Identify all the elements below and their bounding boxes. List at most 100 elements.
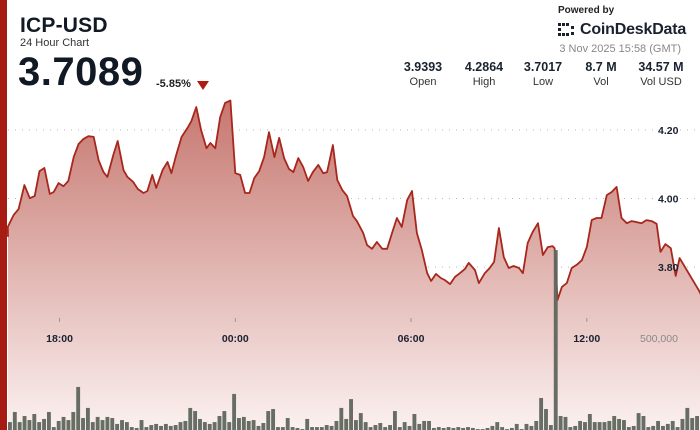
volume-bar: [392, 411, 397, 430]
volume-bar: [139, 420, 144, 430]
volume-bar: [115, 423, 120, 430]
volume-bar: [305, 418, 310, 430]
volume-bar: [646, 427, 651, 430]
volume-bar: [456, 427, 461, 430]
volume-axis-label: 500,000: [640, 333, 678, 345]
volume-bar: [534, 420, 539, 430]
volume-bar: [266, 411, 271, 430]
volume-bar: [339, 407, 344, 430]
volume-bar: [56, 420, 61, 430]
volume-bar: [612, 416, 617, 430]
volume-bar: [470, 427, 475, 430]
volume-bar: [349, 399, 353, 430]
volume-bar: [193, 411, 198, 430]
volume-bar: [670, 420, 675, 430]
volume-bar: [607, 420, 612, 430]
volume-bar: [427, 420, 431, 430]
stat-label: Vol: [593, 76, 609, 88]
volume-bar: [641, 416, 646, 430]
volume-bar: [529, 425, 534, 430]
stat-label: Low: [532, 76, 554, 88]
volume-bar: [563, 416, 568, 430]
volume-bar: [358, 413, 363, 430]
stat-value: 4.2864: [464, 60, 504, 74]
volume-bar: [310, 427, 315, 430]
volume-bar: [368, 427, 373, 430]
volume-bar: [631, 425, 636, 430]
volume-bar: [110, 418, 115, 430]
volume-bar: [436, 427, 441, 430]
volume-bar: [90, 422, 95, 430]
volume-bar: [32, 413, 37, 430]
volume-bar: [134, 427, 139, 430]
volume-bar: [622, 420, 626, 430]
stat-value: 3.7017: [523, 60, 563, 74]
volume-bar: [276, 427, 280, 430]
price-change: -5.85%: [156, 78, 191, 90]
volume-bar: [271, 409, 276, 430]
volume-bar: [441, 427, 446, 430]
volume-bar: [290, 427, 295, 430]
stats-row: 3.9393 Open 4.2864 High 3.7017 Low 8.7 M Vol…: [0, 60, 700, 94]
volume-bar: [202, 422, 207, 430]
volume-bar: [354, 420, 358, 430]
volume-bar: [261, 423, 266, 430]
volume-bar: [17, 422, 22, 430]
y-tick-label: 4.00: [658, 194, 679, 206]
volume-bar: [285, 418, 290, 430]
volume-bar: [168, 425, 173, 430]
volume-bar: [500, 427, 505, 430]
volume-bar: [466, 427, 470, 430]
stat-value: 34.57 M: [638, 60, 684, 74]
x-axis-labels: 18:00 00:00 06:00 12:00: [46, 318, 600, 345]
volume-bar: [446, 427, 451, 430]
stat-value: 8.7 M: [585, 60, 617, 74]
volume-bar: [578, 420, 583, 430]
volume-bar: [212, 422, 217, 430]
volume-bar: [553, 250, 558, 430]
volume-bar: [431, 427, 436, 430]
volume-bar: [22, 416, 27, 430]
volume-bar: [188, 407, 193, 430]
volume-bar: [81, 418, 85, 430]
volume-bar: [422, 420, 427, 430]
volume-bar: [295, 427, 300, 430]
volume-bar: [524, 423, 529, 430]
volume-bar: [587, 413, 592, 430]
volume-bar: [685, 407, 690, 430]
volume-bar: [583, 422, 587, 430]
volume-bar: [378, 423, 383, 430]
volume-bar: [217, 416, 222, 430]
volume-bar: [461, 427, 466, 430]
volume-bar: [100, 420, 105, 430]
volume-bar: [173, 425, 178, 430]
volume-bar: [695, 416, 699, 430]
logo-text: CoinDeskData: [580, 21, 687, 38]
symbol-title: ICP-USD: [20, 14, 108, 37]
volume-bar: [154, 423, 159, 430]
volume-bar: [159, 425, 163, 430]
chart-subtitle: 24 Hour Chart: [20, 37, 90, 49]
volume-bar: [71, 411, 76, 430]
volume-bar: [417, 423, 422, 430]
volume-bar: [85, 407, 90, 430]
volume-bar: [539, 397, 544, 430]
volume-bar: [509, 427, 514, 430]
powered-by-label: Powered by: [558, 5, 615, 16]
stat-label: Vol USD: [640, 76, 682, 88]
volume-bars: [8, 250, 699, 430]
volume-bar: [315, 427, 319, 430]
x-tick-label: 18:00: [46, 333, 73, 345]
volume-bar: [324, 425, 329, 430]
x-tick-label: 00:00: [222, 333, 249, 345]
volume-bar: [495, 422, 500, 430]
volume-bar: [319, 427, 324, 430]
x-tick-label: 12:00: [573, 333, 600, 345]
volume-bar: [558, 416, 563, 430]
volume-bar: [251, 420, 256, 430]
volume-bar: [329, 425, 334, 430]
stat-high: 4.2864 High: [449, 60, 519, 88]
current-price: 3.7089: [18, 50, 144, 94]
volume-bar: [207, 423, 212, 430]
